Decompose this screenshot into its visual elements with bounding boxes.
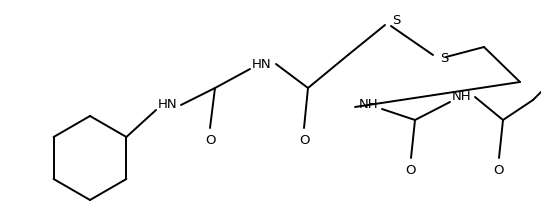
Text: NH: NH: [359, 97, 379, 111]
Text: HN: HN: [158, 99, 178, 111]
Text: O: O: [299, 134, 309, 148]
Text: O: O: [204, 134, 215, 148]
Text: O: O: [494, 164, 504, 178]
Text: S: S: [392, 14, 400, 26]
Text: HN: HN: [252, 58, 272, 71]
Text: NH: NH: [452, 90, 472, 104]
Text: O: O: [406, 164, 416, 178]
Text: S: S: [440, 53, 448, 65]
